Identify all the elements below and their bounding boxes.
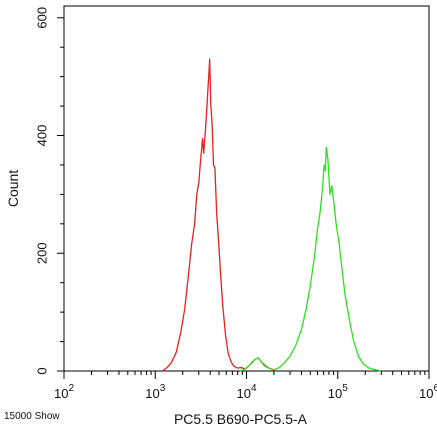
y-axis-title: Count	[5, 170, 21, 207]
x-tick-label: 102	[54, 383, 74, 401]
y-tick-label: 0	[35, 367, 50, 374]
y-tick-label: 400	[35, 125, 50, 147]
x-tick-label: 103	[145, 383, 165, 401]
x-tick-label: 106	[419, 383, 437, 401]
series-layer	[162, 58, 382, 372]
series-line-2	[239, 146, 382, 372]
series-line-1	[162, 58, 277, 372]
x-axis-title: PC5.5 B690-PC5.5-A	[174, 411, 308, 427]
footer-note: 15000 Show	[4, 411, 60, 422]
x-axis: 102 103 104 105 106	[54, 371, 437, 401]
x-tick-label: 104	[236, 383, 256, 401]
plot-frame	[63, 5, 430, 372]
y-axis: 0 200 400 600	[35, 7, 64, 375]
y-tick-label: 200	[35, 242, 50, 264]
y-tick-label: 600	[35, 7, 50, 29]
x-tick-label: 105	[328, 383, 348, 401]
